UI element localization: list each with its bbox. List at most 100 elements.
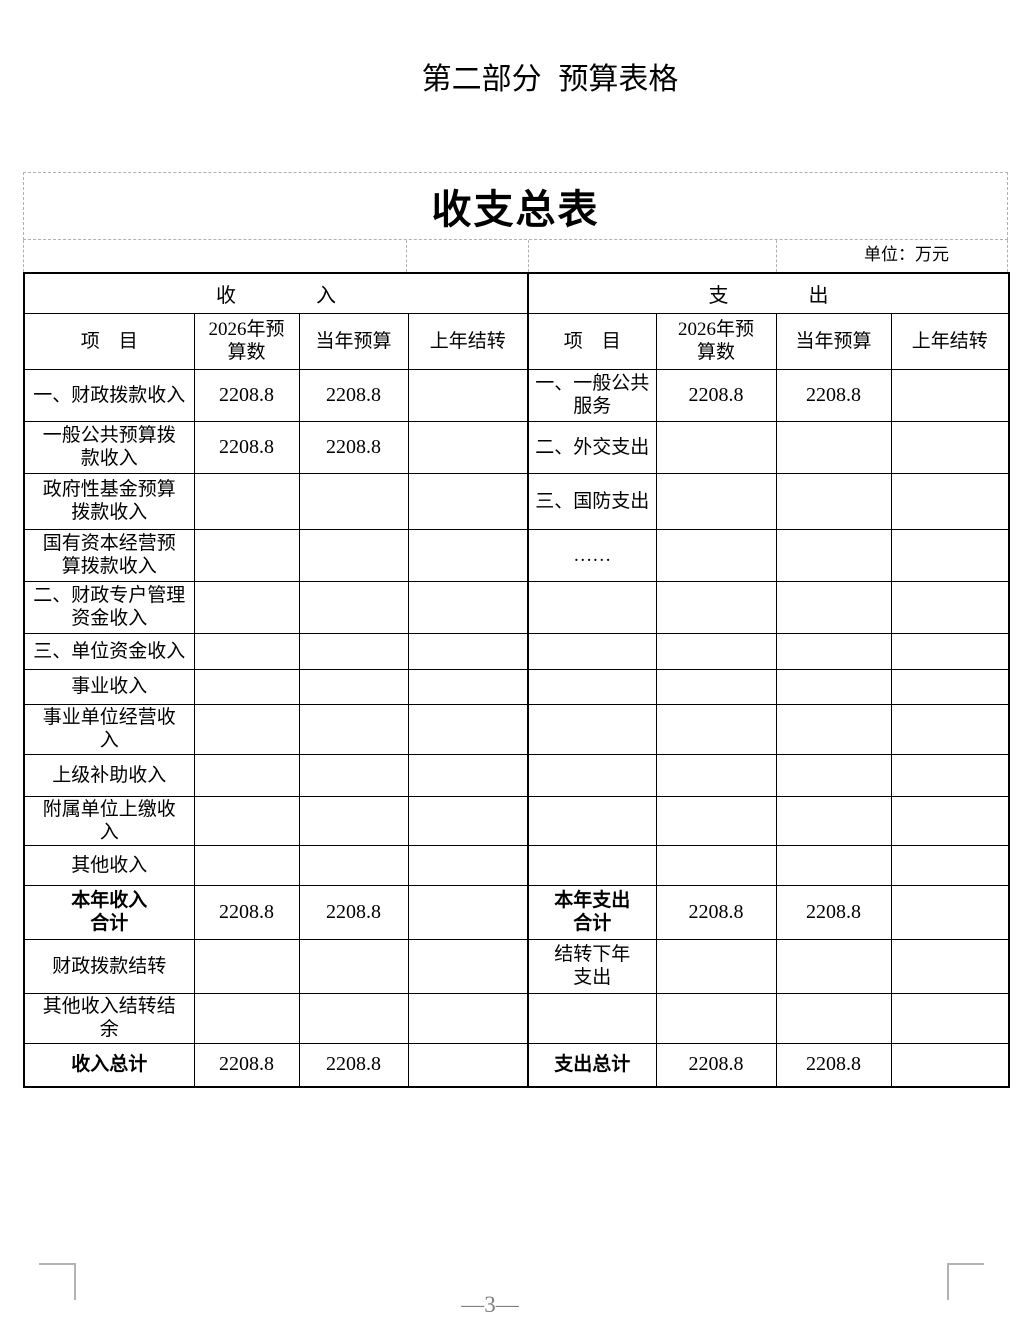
income-carryover-cell xyxy=(407,844,529,886)
income-carryover-cell xyxy=(407,472,529,530)
unit-row: 单位：万元 xyxy=(23,240,1008,272)
expense-column-header-item: 项 目 xyxy=(527,312,657,370)
income-budget-2026-cell xyxy=(193,795,300,846)
table-row: 本年收入 合计 2208.8 2208.8 本年支出 合计 2208.8 220… xyxy=(23,884,1010,940)
table-row: 国有资本经营预 算拨款收入 …… xyxy=(23,528,1010,582)
expense-current-year-cell xyxy=(775,992,892,1044)
column-header-row: 项 目 2026年预 算数 当年预算 上年结转 项 目 2026年预 算数 当年… xyxy=(23,312,1010,370)
income-item-cell: 财政拨款结转 xyxy=(23,938,195,994)
income-carryover-cell xyxy=(407,795,529,846)
expense-item-cell: 二、外交支出 xyxy=(527,420,657,474)
corner-mark-right xyxy=(947,1263,984,1300)
income-budget-2026-cell xyxy=(193,938,300,994)
expense-item-cell: 一、一般公共 服务 xyxy=(527,368,657,422)
expense-budget-2026-cell: 2208.8 xyxy=(655,884,777,940)
income-section-header: 收 入 xyxy=(23,272,529,314)
expense-current-year-cell xyxy=(775,938,892,994)
expense-item-cell: 三、国防支出 xyxy=(527,472,657,530)
income-current-year-cell xyxy=(298,472,409,530)
expense-budget-2026-cell xyxy=(655,528,777,582)
expense-current-year-cell xyxy=(775,472,892,530)
income-current-year-cell xyxy=(298,580,409,634)
expense-carryover-cell xyxy=(890,632,1010,670)
expense-carryover-cell xyxy=(890,528,1010,582)
income-carryover-cell xyxy=(407,938,529,994)
income-item-cell: 本年收入 合计 xyxy=(23,884,195,940)
expense-column-header-budget-2026: 2026年预 算数 xyxy=(655,312,777,370)
income-carryover-cell xyxy=(407,668,529,705)
expense-budget-2026-cell xyxy=(655,992,777,1044)
expense-column-header-current-year: 当年预算 xyxy=(775,312,892,370)
income-current-year-cell: 2208.8 xyxy=(298,1042,409,1088)
expense-current-year-cell xyxy=(775,844,892,886)
table-row: 二、财政专户管理 资金收入 xyxy=(23,580,1010,634)
expense-carryover-cell xyxy=(890,884,1010,940)
group-header-row: 收 入 支 出 xyxy=(23,272,1010,314)
income-item-cell: 国有资本经营预 算拨款收入 xyxy=(23,528,195,582)
expense-item-cell: 本年支出 合计 xyxy=(527,884,657,940)
income-current-year-cell xyxy=(298,992,409,1044)
income-item-cell: 二、财政专户管理 资金收入 xyxy=(23,580,195,634)
expense-current-year-cell xyxy=(775,668,892,705)
table-row: 上级补助收入 xyxy=(23,753,1010,797)
income-budget-2026-cell xyxy=(193,992,300,1044)
table-row: 收入总计 2208.8 2208.8 支出总计 2208.8 2208.8 xyxy=(23,1042,1010,1088)
income-item-cell: 政府性基金预算 拨款收入 xyxy=(23,472,195,530)
expense-current-year-cell xyxy=(775,528,892,582)
income-item-cell: 附属单位上缴收 入 xyxy=(23,795,195,846)
expense-budget-2026-cell xyxy=(655,580,777,634)
income-column-header-budget-2026: 2026年预 算数 xyxy=(193,312,300,370)
expense-current-year-cell: 2208.8 xyxy=(775,1042,892,1088)
expense-item-cell xyxy=(527,703,657,755)
budget-table-sheet: 收支总表 单位：万元 收 入 支 出 项 目 2026年预 算数 xyxy=(23,172,1010,1088)
income-current-year-cell xyxy=(298,703,409,755)
expense-item-cell: 结转下年 支出 xyxy=(527,938,657,994)
expense-current-year-cell xyxy=(775,580,892,634)
income-column-header-current-year: 当年预算 xyxy=(298,312,409,370)
expense-current-year-cell xyxy=(775,753,892,797)
table-row: 其他收入 xyxy=(23,844,1010,886)
expense-column-header-carryover: 上年结转 xyxy=(890,312,1010,370)
expense-carryover-cell xyxy=(890,580,1010,634)
income-budget-2026-cell xyxy=(193,668,300,705)
income-current-year-cell xyxy=(298,844,409,886)
income-item-cell: 事业收入 xyxy=(23,668,195,705)
income-budget-2026-cell: 2208.8 xyxy=(193,884,300,940)
expense-carryover-cell xyxy=(890,472,1010,530)
income-current-year-cell xyxy=(298,795,409,846)
table-row: 政府性基金预算 拨款收入 三、国防支出 xyxy=(23,472,1010,530)
table-row: 事业单位经营收 入 xyxy=(23,703,1010,755)
expense-budget-2026-cell xyxy=(655,420,777,474)
expense-carryover-cell xyxy=(890,420,1010,474)
expense-current-year-cell xyxy=(775,420,892,474)
income-current-year-cell xyxy=(298,528,409,582)
expense-section-header: 支 出 xyxy=(527,272,1010,314)
income-current-year-cell: 2208.8 xyxy=(298,884,409,940)
table-row: 事业收入 xyxy=(23,668,1010,705)
income-budget-2026-cell xyxy=(193,632,300,670)
income-carryover-cell xyxy=(407,632,529,670)
budget-table: 收 入 支 出 项 目 2026年预 算数 当年预算 上年结转 项 目 2026… xyxy=(23,272,1010,1088)
expense-item-cell xyxy=(527,844,657,886)
income-item-cell: 一、财政拨款收入 xyxy=(23,368,195,422)
expense-budget-2026-cell xyxy=(655,668,777,705)
table-row: 一、财政拨款收入 2208.8 2208.8 一、一般公共 服务 2208.8 … xyxy=(23,368,1010,422)
income-column-header-item: 项 目 xyxy=(23,312,195,370)
page-heading: 第二部分 预算表格 xyxy=(421,63,679,96)
corner-mark-left xyxy=(39,1263,76,1300)
table-row: 三、单位资金收入 xyxy=(23,632,1010,670)
income-budget-2026-cell xyxy=(193,703,300,755)
income-current-year-cell xyxy=(298,632,409,670)
expense-item-cell xyxy=(527,580,657,634)
income-item-cell: 其他收入 xyxy=(23,844,195,886)
expense-item-cell xyxy=(527,668,657,705)
income-budget-2026-cell xyxy=(193,753,300,797)
income-carryover-cell xyxy=(407,884,529,940)
income-budget-2026-cell: 2208.8 xyxy=(193,1042,300,1088)
expense-item-cell xyxy=(527,992,657,1044)
income-carryover-cell xyxy=(407,703,529,755)
income-column-header-carryover: 上年结转 xyxy=(407,312,529,370)
income-budget-2026-cell xyxy=(193,472,300,530)
expense-carryover-cell xyxy=(890,938,1010,994)
